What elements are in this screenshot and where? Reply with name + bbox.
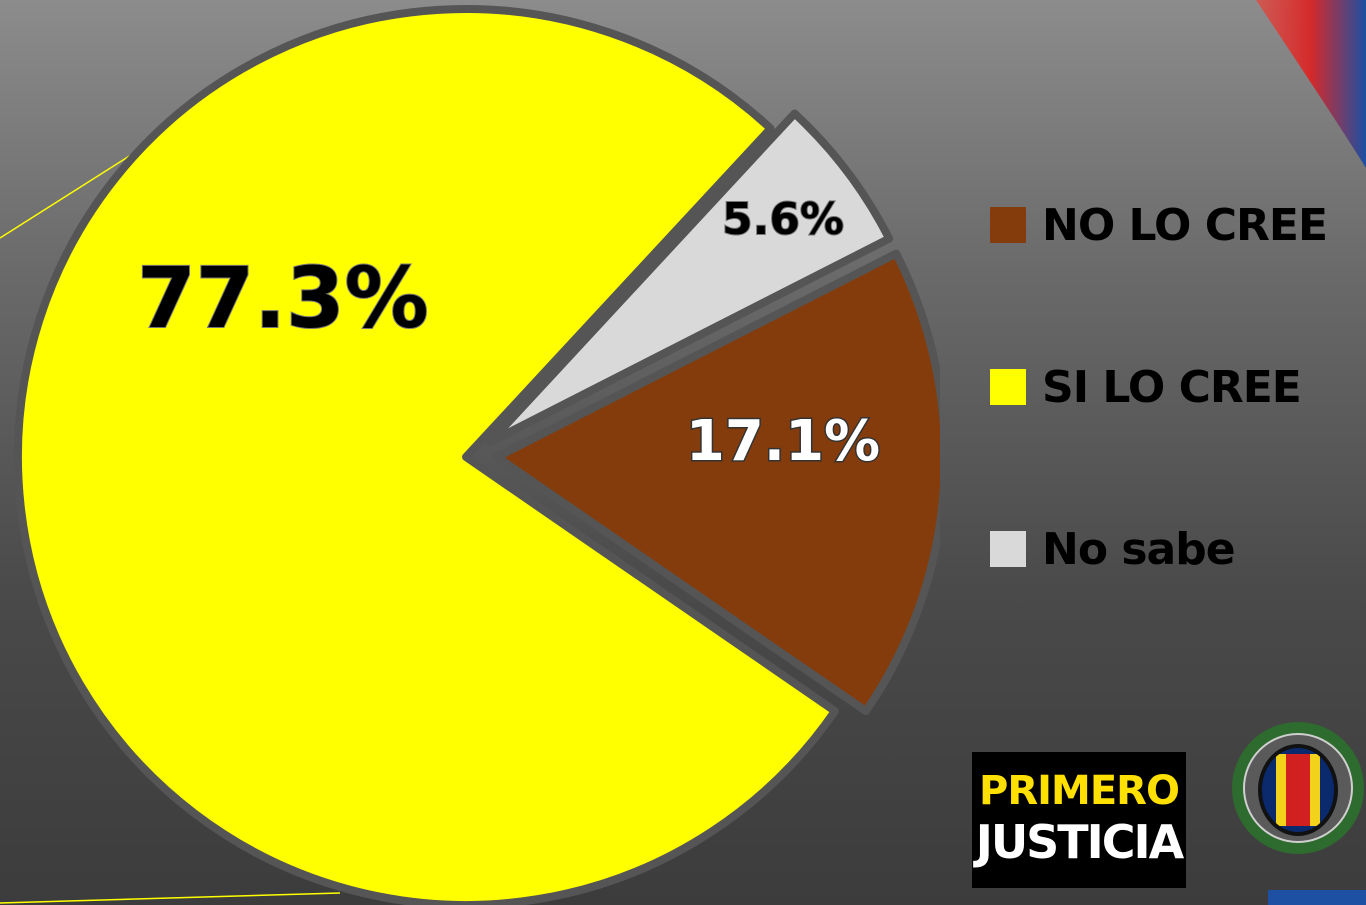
legend-item-no-lo-cree: NO LO CREE [990,185,1328,265]
legend: NO LO CREE SI LO CREE No sabe [990,185,1328,671]
data-label-no-lo-cree: 17.1% [686,409,880,474]
legend-label: SI LO CREE [1042,361,1302,413]
flag-corner-icon [1256,0,1366,168]
legend-item-no-sabe: No sabe [990,509,1327,589]
pie-slice-si-lo-cree [13,4,839,905]
primero-justicia-logo: PRIMERO JUSTICIA [972,752,1186,888]
pie-slice-no-sabe [486,109,894,446]
data-label-no-sabe: 5.6% [722,194,844,245]
decor-line-top [0,147,143,239]
legend-swatch [990,531,1026,567]
decor-line-bottom [0,892,341,904]
data-label-si-lo-cree: 77.3% [137,249,428,347]
logo-line-2: JUSTICIA [975,815,1185,869]
pie-chart: 17.1% 77.3% 5.6% [0,4,940,905]
legend-swatch [990,207,1026,243]
mud-seal-icon [1232,722,1366,905]
legend-item-si-lo-cree: SI LO CREE [990,347,1327,427]
logo-line-1: PRIMERO [979,768,1180,814]
legend-swatch [990,369,1026,405]
legend-label: No sabe [1042,523,1236,575]
legend-label: NO LO CREE [1042,199,1328,251]
pie-slice-no-lo-cree [493,249,940,716]
